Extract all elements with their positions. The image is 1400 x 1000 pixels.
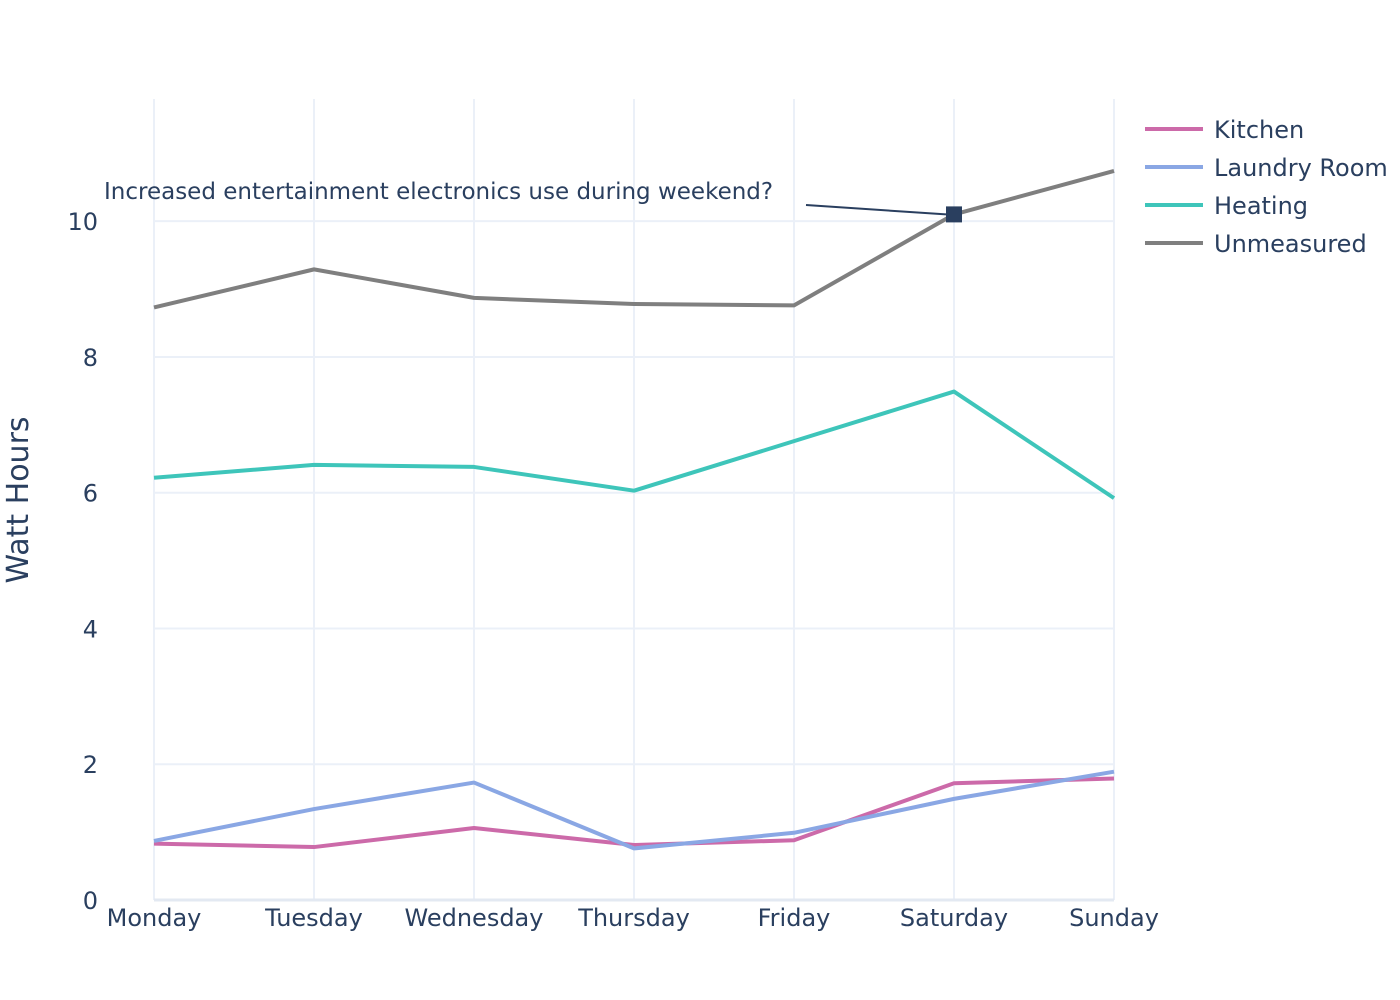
annotation-group: Increased entertainment electronics use … [104, 179, 962, 223]
x-tick-label: Friday [758, 904, 831, 932]
y-tick-label: 4 [83, 615, 98, 643]
annotation-arrow [805, 204, 947, 216]
y-axis-title: Watt Hours [1, 416, 36, 583]
legend-item-heating[interactable]: Heating [1145, 192, 1308, 220]
legend-item-unmeasured[interactable]: Unmeasured [1145, 230, 1367, 258]
grid-lines [153, 99, 1115, 902]
y-tick-label: 6 [83, 480, 98, 508]
series-line-heating [153, 389, 1116, 500]
y-tick-label: 0 [83, 887, 98, 915]
legend-label: Heating [1214, 192, 1308, 220]
x-tick-labels: Monday Tuesday Wednesday Thursday Friday Satu… [107, 904, 1159, 932]
y-tick-label: 2 [83, 751, 98, 779]
y-tick-label: 8 [83, 344, 98, 372]
annotation-marker [946, 206, 962, 223]
x-tick-label: Thursday [577, 904, 690, 932]
x-tick-label: Sunday [1069, 904, 1159, 932]
y-tick-label: 10 [67, 208, 98, 236]
legend-label: Unmeasured [1214, 230, 1367, 258]
x-tick-label: Tuesday [264, 904, 363, 932]
legend-label: Kitchen [1214, 116, 1304, 144]
annotation-text: Increased entertainment electronics use … [104, 179, 773, 205]
legend[interactable]: Kitchen Laundry Room Heating Unmeasured [1145, 116, 1388, 258]
legend-item-laundry-room[interactable]: Laundry Room [1145, 154, 1388, 182]
series-line-kitchen [153, 776, 1115, 850]
y-tick-labels: 0 2 4 6 8 10 [67, 208, 98, 915]
x-tick-label: Monday [107, 904, 202, 932]
x-tick-label: Saturday [900, 904, 1008, 932]
legend-label: Laundry Room [1214, 154, 1388, 182]
x-tick-label: Wednesday [405, 904, 544, 932]
series-line-laundry-room [153, 769, 1115, 851]
legend-item-kitchen[interactable]: Kitchen [1145, 116, 1304, 144]
